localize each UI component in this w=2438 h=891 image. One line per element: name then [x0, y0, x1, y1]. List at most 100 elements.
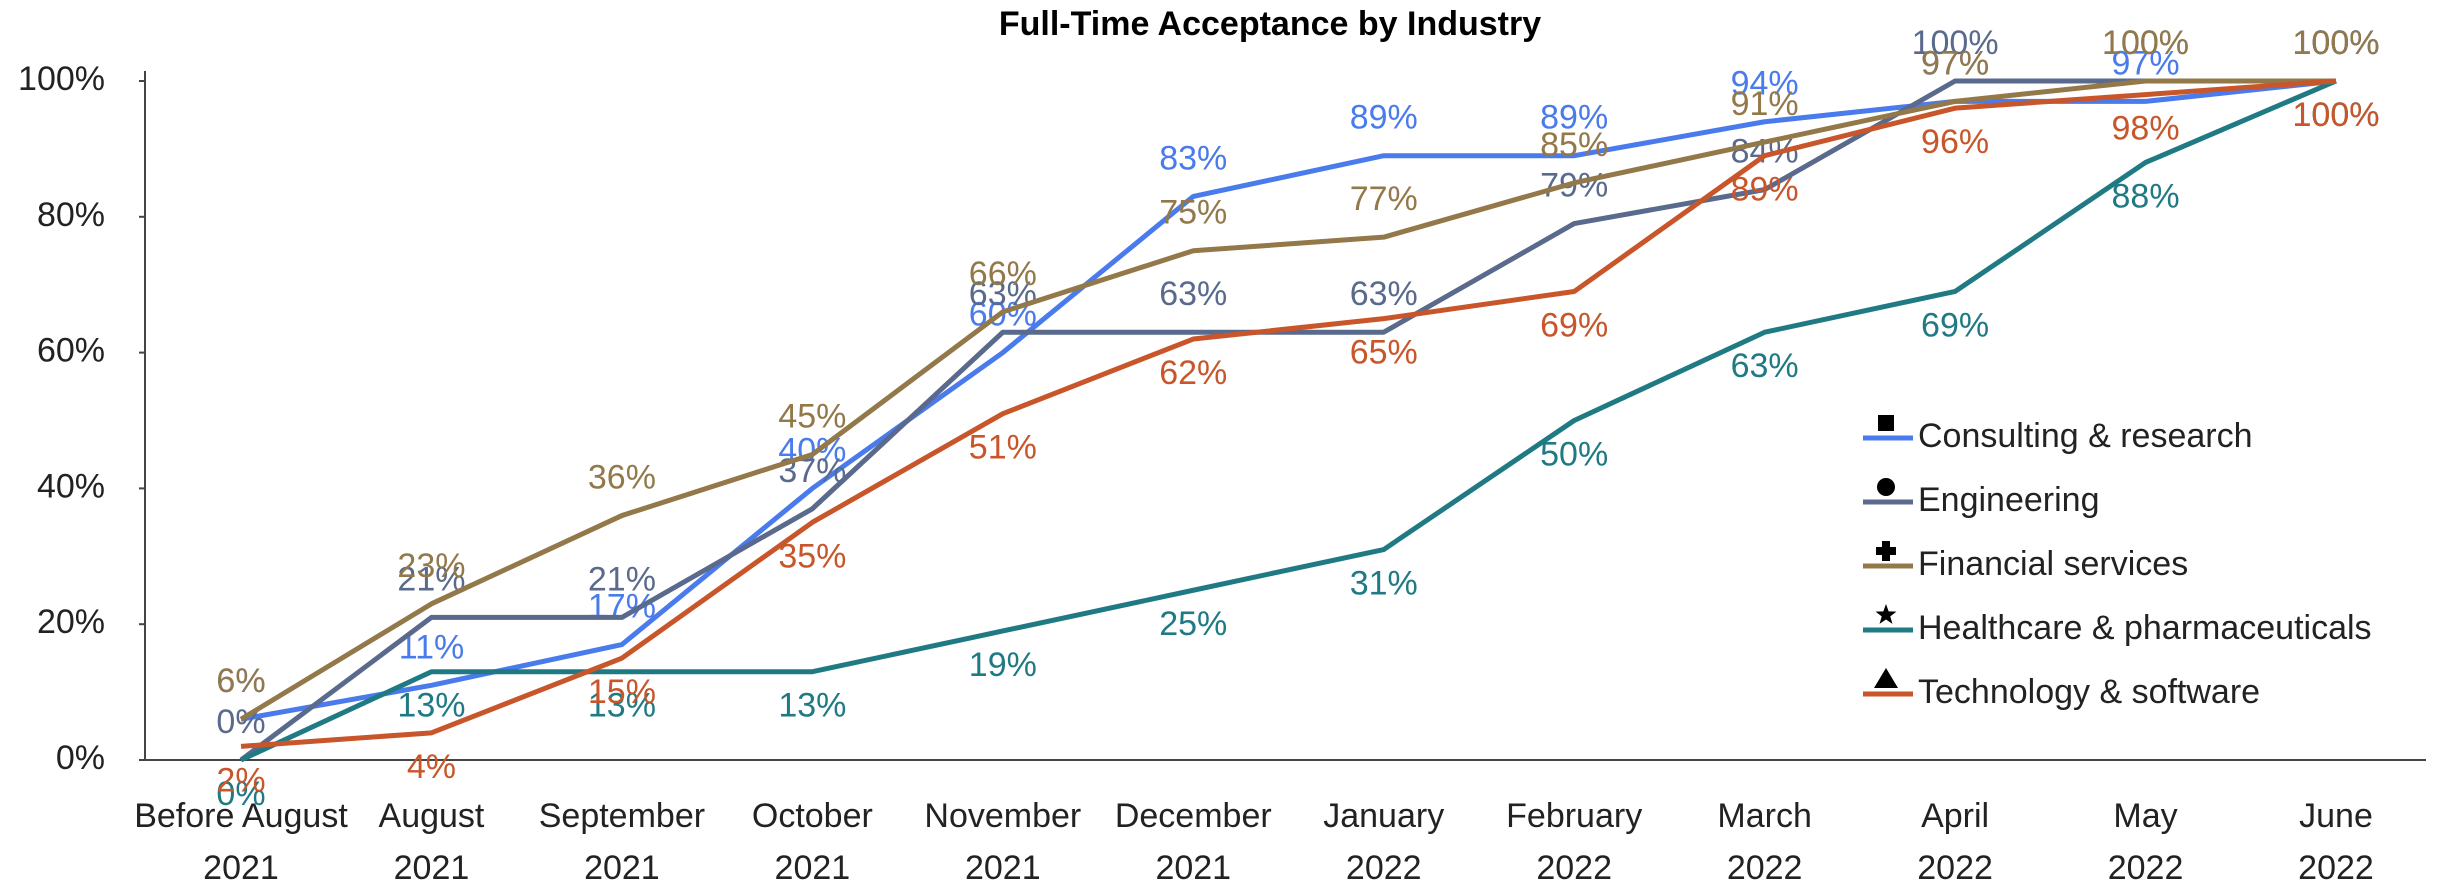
x-tick-line: 2021 [1155, 849, 1231, 886]
y-tick-label: 100% [18, 60, 105, 98]
x-tick-line: September [539, 797, 705, 835]
data-label: 19% [969, 646, 1037, 684]
x-tick-label: November 2021 [924, 797, 1081, 886]
legend-marker [1876, 541, 1896, 561]
data-label: 45% [778, 397, 846, 435]
x-tick-line: 2022 [1346, 849, 1422, 886]
x-tick-line: 2022 [2298, 849, 2374, 886]
data-label: 21% [588, 560, 656, 598]
x-tick-line: 2021 [203, 849, 279, 886]
data-label: 97% [2112, 44, 2180, 82]
x-tick-line: 2022 [1536, 849, 1612, 886]
data-label: 97% [1921, 44, 1989, 82]
x-tick-label: September 2021 [539, 797, 705, 886]
x-tick-label: June 2022 [2298, 797, 2374, 886]
x-tick-line: Before August [134, 797, 348, 835]
data-label: 35% [778, 537, 846, 575]
x-tick-label: May 2022 [2108, 797, 2184, 886]
data-label: 62% [1159, 354, 1227, 392]
data-label: 100% [2293, 96, 2380, 134]
data-label: 65% [1350, 334, 1418, 372]
series-line [239, 78, 2336, 722]
data-label: 15% [588, 673, 656, 711]
data-label: 100% [2293, 24, 2380, 62]
data-label: 36% [588, 459, 656, 497]
y-tick-label: 20% [37, 603, 105, 641]
data-label: 94% [1731, 65, 1799, 103]
data-label: 37% [778, 452, 846, 490]
x-tick-label: Before August 2021 [134, 797, 348, 886]
legend-marker [1877, 478, 1895, 496]
data-label: 13% [588, 687, 656, 725]
x-tick-label: August 2021 [379, 797, 485, 886]
x-tick-line: 2022 [2108, 849, 2184, 886]
x-tick-line: March [1717, 797, 1811, 835]
x-tick-line: June [2299, 797, 2373, 835]
data-label: 88% [2112, 177, 2180, 215]
x-tick-line: 2021 [394, 849, 470, 886]
data-label: 79% [1540, 167, 1608, 205]
y-tick-label: 60% [37, 332, 105, 370]
data-label: 6% [216, 662, 265, 700]
legend-label: Technology & software [1918, 673, 2260, 711]
x-tick-line: April [1921, 797, 1989, 835]
x-tick-label: April 2022 [1917, 797, 1993, 886]
legend-label: Consulting & research [1918, 417, 2253, 455]
data-label: 100% [2293, 24, 2380, 62]
y-tick-label: 40% [37, 467, 105, 505]
data-label: 91% [1731, 85, 1799, 123]
data-label: 25% [1159, 605, 1227, 643]
x-tick-label: March 2022 [1717, 797, 1811, 886]
data-label: 31% [1350, 564, 1418, 602]
x-tick-line: May [2113, 797, 2177, 835]
data-label: 63% [1159, 275, 1227, 313]
x-tick-line: 2021 [584, 849, 660, 886]
data-label: 96% [1921, 123, 1989, 161]
data-label: 85% [1540, 126, 1608, 164]
series-line [240, 78, 2337, 722]
data-label: 89% [1731, 171, 1799, 209]
data-label: 63% [1350, 275, 1418, 313]
legend-marker [1874, 668, 1898, 688]
x-tick-line: 2021 [775, 849, 851, 886]
x-tick-line: 2022 [1727, 849, 1803, 886]
data-label: 89% [1350, 99, 1418, 137]
data-label: 100% [2102, 24, 2189, 62]
data-label: 75% [1159, 194, 1227, 232]
x-tick-line: November [924, 797, 1081, 835]
y-tick-label: 0% [56, 739, 105, 777]
series-line [239, 78, 2336, 763]
data-label: 89% [1540, 99, 1608, 137]
data-label: 97% [1921, 44, 1989, 82]
data-label: 98% [2112, 110, 2180, 148]
data-label: 13% [397, 687, 465, 725]
data-label: 6% [216, 662, 265, 700]
x-tick-line: December [1115, 797, 1272, 835]
data-label: 69% [1921, 306, 1989, 344]
data-label: 83% [1159, 139, 1227, 177]
x-tick-line: October [752, 797, 873, 835]
x-tick-line: August [379, 797, 485, 835]
x-tick-line: February [1506, 797, 1642, 835]
data-label: 51% [969, 429, 1037, 467]
legend-label: Engineering [1918, 481, 2099, 519]
legend-label: Financial services [1918, 545, 2188, 583]
data-label: 2% [216, 761, 265, 799]
data-label: 66% [969, 255, 1037, 293]
x-tick-label: January 2022 [1323, 797, 1444, 886]
data-label: 100% [1912, 24, 1999, 62]
data-label: 69% [1540, 306, 1608, 344]
data-label: 100% [2102, 24, 2189, 62]
data-label: 77% [1350, 180, 1418, 218]
data-label: 50% [1540, 435, 1608, 473]
data-label: 100% [2293, 24, 2380, 62]
legend-marker [1878, 415, 1894, 431]
x-tick-line: January [1323, 797, 1444, 835]
data-label: 23% [397, 547, 465, 585]
x-tick-line: 2022 [1917, 849, 1993, 886]
data-label: 63% [1731, 347, 1799, 385]
legend-marker [1875, 604, 1897, 624]
data-label: 100% [2293, 96, 2380, 134]
